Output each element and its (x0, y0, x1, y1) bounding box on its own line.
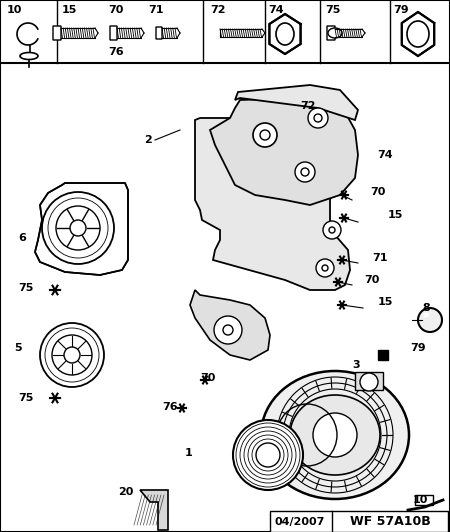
Text: 74: 74 (377, 150, 392, 160)
Polygon shape (402, 12, 434, 56)
Text: 70: 70 (364, 275, 379, 285)
Ellipse shape (20, 53, 38, 60)
Circle shape (256, 443, 280, 467)
Text: 75: 75 (325, 5, 340, 15)
Text: 70: 70 (370, 187, 385, 197)
Text: 10: 10 (7, 5, 22, 15)
Polygon shape (195, 118, 350, 290)
Circle shape (253, 123, 277, 147)
Text: 70: 70 (200, 373, 216, 383)
Circle shape (70, 220, 86, 236)
Circle shape (233, 420, 303, 490)
Ellipse shape (261, 371, 409, 499)
FancyBboxPatch shape (156, 27, 162, 39)
Text: 1: 1 (185, 448, 193, 458)
Text: 20: 20 (118, 487, 133, 497)
Polygon shape (270, 14, 301, 54)
Circle shape (64, 347, 80, 363)
Text: WF 57A10B: WF 57A10B (350, 515, 430, 528)
Circle shape (322, 265, 328, 271)
Text: 5: 5 (14, 343, 22, 353)
Polygon shape (140, 490, 168, 530)
Bar (378, 350, 388, 360)
Circle shape (295, 162, 315, 182)
FancyBboxPatch shape (110, 26, 117, 40)
Text: 04/2007: 04/2007 (275, 517, 325, 527)
Circle shape (260, 130, 270, 140)
FancyBboxPatch shape (327, 26, 335, 40)
Text: 75: 75 (18, 283, 33, 293)
Text: 6: 6 (18, 233, 26, 243)
Circle shape (313, 413, 357, 457)
Circle shape (360, 373, 378, 391)
Text: 8: 8 (422, 303, 430, 313)
Text: 79: 79 (410, 343, 426, 353)
Text: 10: 10 (413, 495, 428, 505)
Circle shape (314, 114, 322, 122)
Text: 79: 79 (393, 5, 409, 15)
Text: 70: 70 (108, 5, 123, 15)
Circle shape (52, 335, 92, 375)
Polygon shape (35, 183, 128, 275)
Circle shape (418, 308, 442, 332)
Circle shape (316, 259, 334, 277)
Circle shape (223, 325, 233, 335)
Circle shape (301, 168, 309, 176)
Text: 74: 74 (268, 5, 284, 15)
Text: 15: 15 (62, 5, 77, 15)
Text: 76: 76 (162, 402, 178, 412)
Polygon shape (235, 85, 358, 120)
Ellipse shape (290, 395, 380, 475)
FancyBboxPatch shape (53, 26, 61, 40)
Text: 3: 3 (352, 360, 360, 370)
Ellipse shape (276, 23, 294, 45)
Circle shape (323, 221, 341, 239)
Text: 71: 71 (372, 253, 387, 263)
Bar (355, 372, 383, 390)
Ellipse shape (423, 312, 429, 318)
Text: 71: 71 (148, 5, 163, 15)
Polygon shape (210, 98, 358, 205)
Ellipse shape (328, 28, 342, 38)
Bar (0, 0, 450, 63)
Text: 15: 15 (388, 210, 403, 220)
Text: 15: 15 (378, 297, 393, 307)
Ellipse shape (407, 21, 429, 47)
Bar (270, 511, 448, 532)
Polygon shape (190, 290, 270, 360)
Text: 72: 72 (210, 5, 225, 15)
Circle shape (56, 206, 100, 250)
Bar (415, 495, 433, 505)
Circle shape (40, 323, 104, 387)
Circle shape (42, 192, 114, 264)
Text: 76: 76 (108, 47, 124, 57)
Circle shape (214, 316, 242, 344)
Text: 72: 72 (300, 101, 315, 111)
Text: 2: 2 (144, 135, 152, 145)
Text: 75: 75 (18, 393, 33, 403)
Circle shape (329, 227, 335, 233)
Circle shape (308, 108, 328, 128)
